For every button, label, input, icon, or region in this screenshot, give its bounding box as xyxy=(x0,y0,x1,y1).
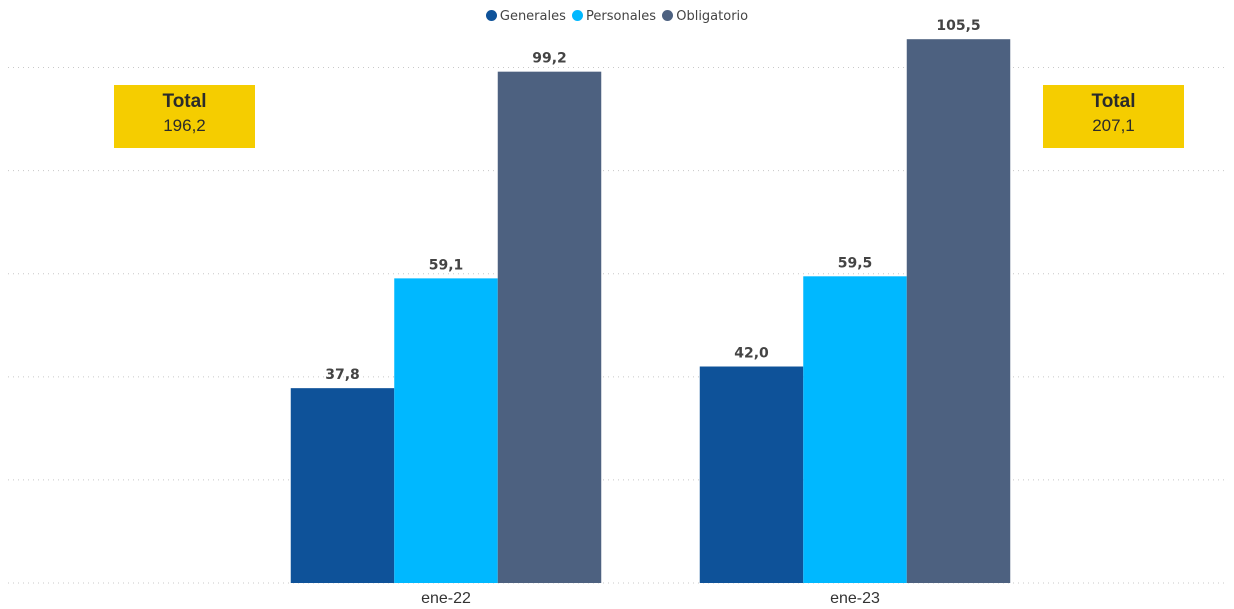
data-label: 99,2 xyxy=(532,51,567,67)
total-box-left: Total 196,2 xyxy=(114,85,255,148)
legend-dot-icon xyxy=(662,10,674,21)
total-box-right: Total 207,1 xyxy=(1043,85,1184,148)
legend-dot-icon xyxy=(572,10,584,21)
bar xyxy=(906,39,1011,584)
bar xyxy=(803,276,907,583)
legend: Generales Personales Obligatorio xyxy=(0,9,1234,24)
legend-label: Personales xyxy=(586,9,657,24)
total-value: 196,2 xyxy=(163,116,206,135)
legend-item-generales[interactable]: Generales xyxy=(485,9,566,24)
total-title: Total xyxy=(1091,91,1136,112)
bar xyxy=(394,278,498,583)
legend-item-obligatorio[interactable]: Obligatorio xyxy=(662,9,748,24)
data-label: 105,5 xyxy=(936,18,980,34)
bar xyxy=(497,71,602,583)
data-label: 42,0 xyxy=(734,346,769,362)
legend-item-personales[interactable]: Personales xyxy=(572,9,656,24)
bar xyxy=(290,388,395,583)
x-tick-label: ene-22 xyxy=(421,590,471,607)
total-value: 207,1 xyxy=(1092,116,1135,135)
legend-dot-icon xyxy=(485,10,497,21)
total-title: Total xyxy=(162,91,207,112)
bar xyxy=(699,366,804,583)
legend-label: Generales xyxy=(499,9,566,24)
legend-label: Obligatorio xyxy=(676,9,749,24)
data-label: 59,1 xyxy=(429,257,464,273)
data-label: 37,8 xyxy=(325,367,360,383)
data-label: 59,5 xyxy=(838,255,873,271)
x-tick-label: ene-23 xyxy=(830,590,880,607)
